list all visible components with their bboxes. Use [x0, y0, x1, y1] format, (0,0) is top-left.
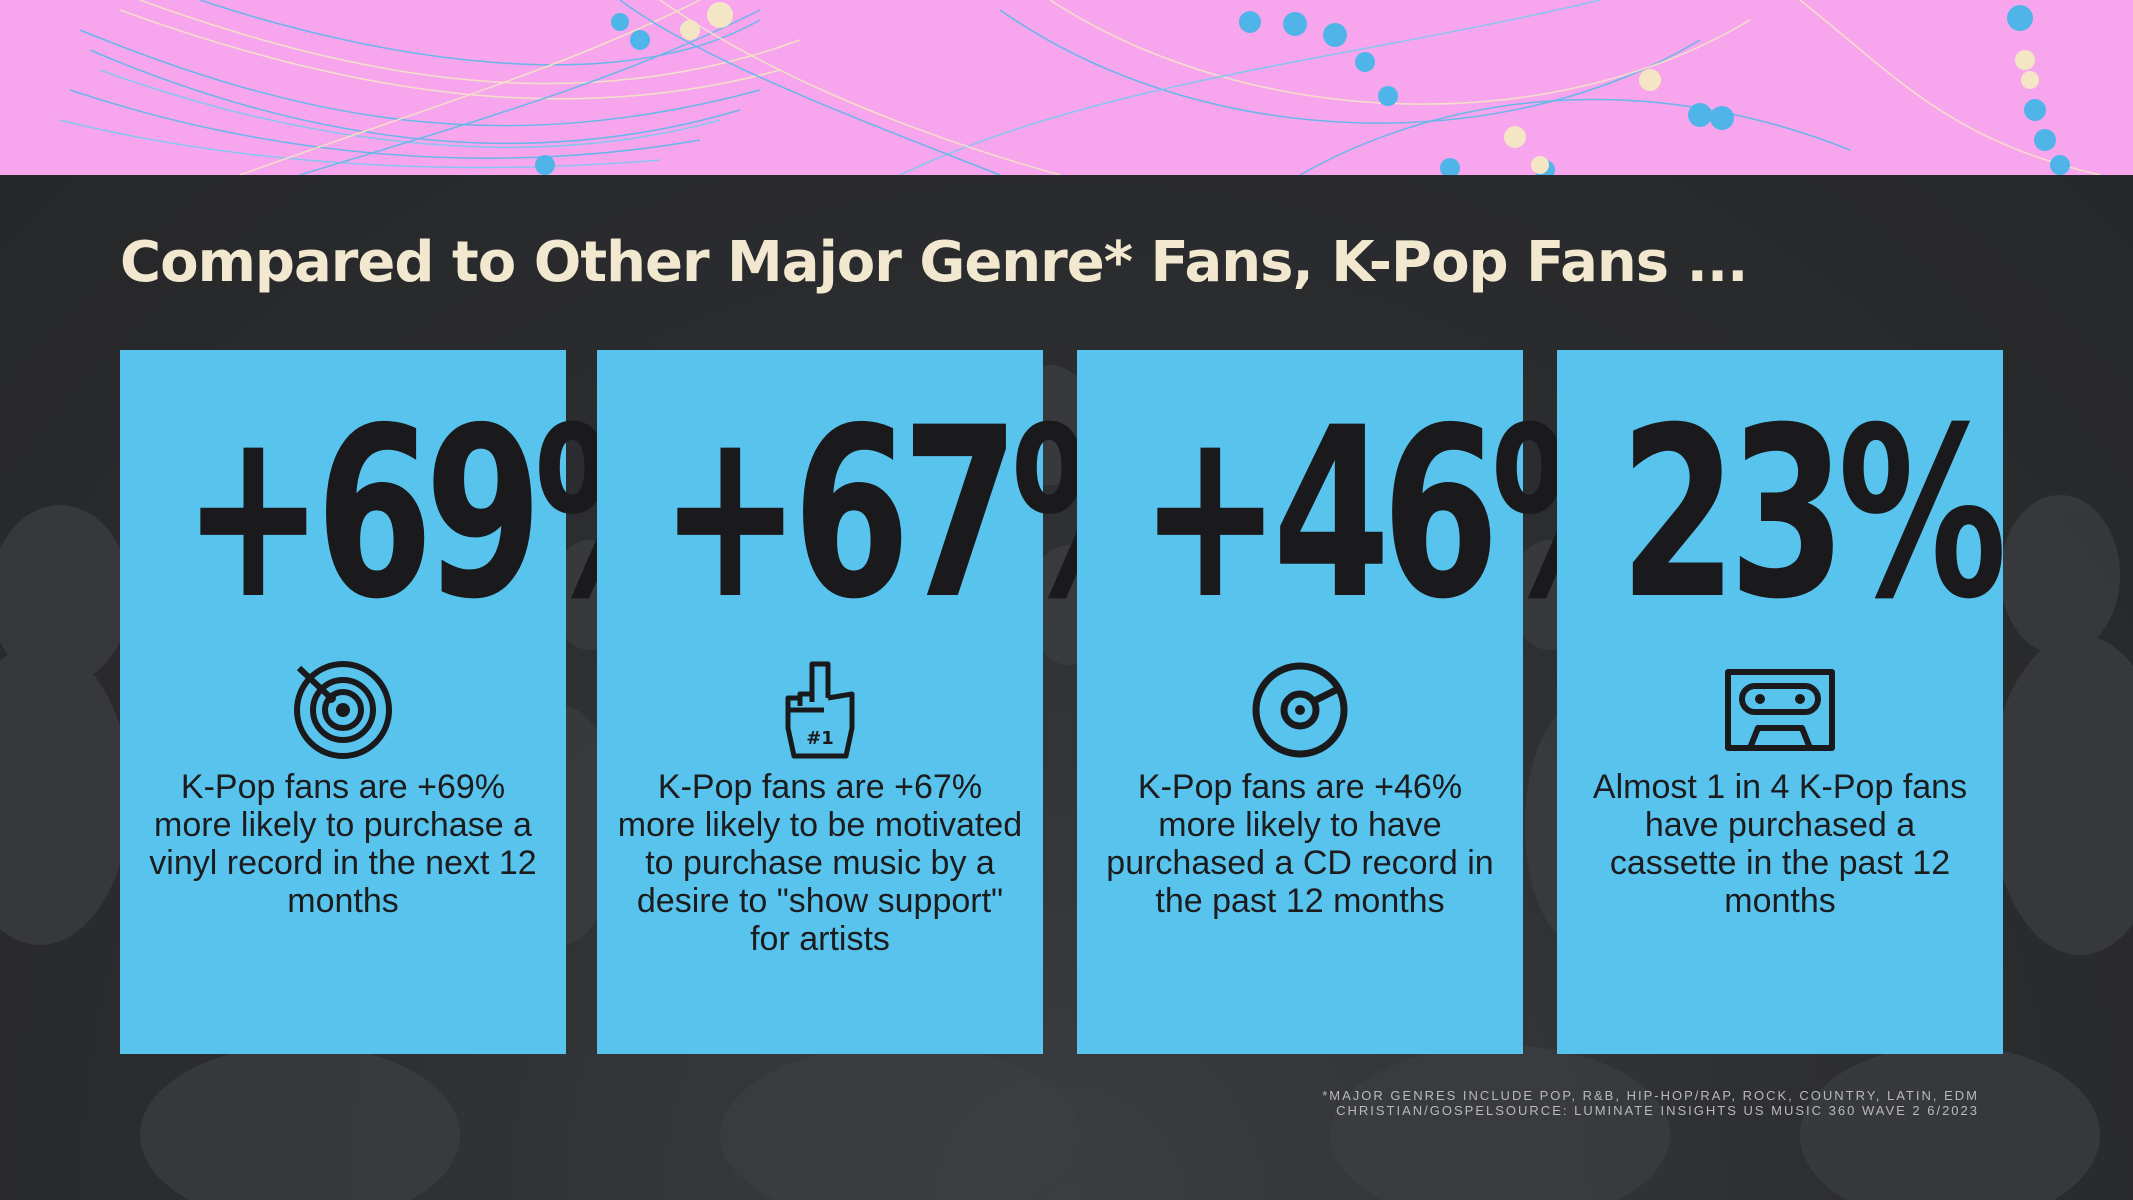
stat-card-cd: +46% K-Pop fans are +46% more likely to … — [1077, 350, 1660, 1054]
abstract-lines-graphic — [59, 0, 2101, 175]
stat-value: +69% — [182, 378, 703, 651]
stat-card-cassette: 23% Almost 1 in 4 K-Pop fans have purcha… — [1557, 350, 2007, 1054]
stat-description: Almost 1 in 4 K-Pop fans have purchased … — [1592, 768, 1968, 920]
stat-card-show-support: +67% #1 K-Pop fans are +67% more likely … — [597, 350, 1180, 1054]
icon-label: #1 — [806, 728, 834, 749]
footnote-line-2: CHRISTIAN/GOSPELSOURCE: LUMINATE INSIGHT… — [1336, 1103, 1979, 1118]
stat-value: +46% — [1139, 378, 1660, 651]
stat-value: 23% — [1619, 378, 2007, 651]
foam-finger-number-one-icon: #1 — [785, 661, 855, 759]
source-footnote: *MAJOR GENRES INCLUDE POP, R&B, HIP-HOP/… — [1322, 1088, 1979, 1118]
cassette-tape-icon — [1725, 669, 1835, 751]
stat-description: K-Pop fans are +67% more likely to be mo… — [617, 768, 1023, 958]
stat-value: +67% — [659, 378, 1180, 651]
stat-card-vinyl: +69% K-Pop fans are +69% more likely to … — [120, 350, 703, 1054]
stat-description: K-Pop fans are +69% more likely to purch… — [149, 768, 537, 920]
page-title: Compared to Other Major Genre* Fans, K-P… — [120, 230, 1748, 295]
footnote-line-1: *MAJOR GENRES INCLUDE POP, R&B, HIP-HOP/… — [1322, 1088, 1979, 1103]
cd-disc-icon — [1252, 662, 1348, 758]
vinyl-record-icon — [294, 661, 392, 759]
stat-description: K-Pop fans are +46% more likely to have … — [1106, 768, 1494, 920]
decorative-banner — [0, 0, 2133, 175]
